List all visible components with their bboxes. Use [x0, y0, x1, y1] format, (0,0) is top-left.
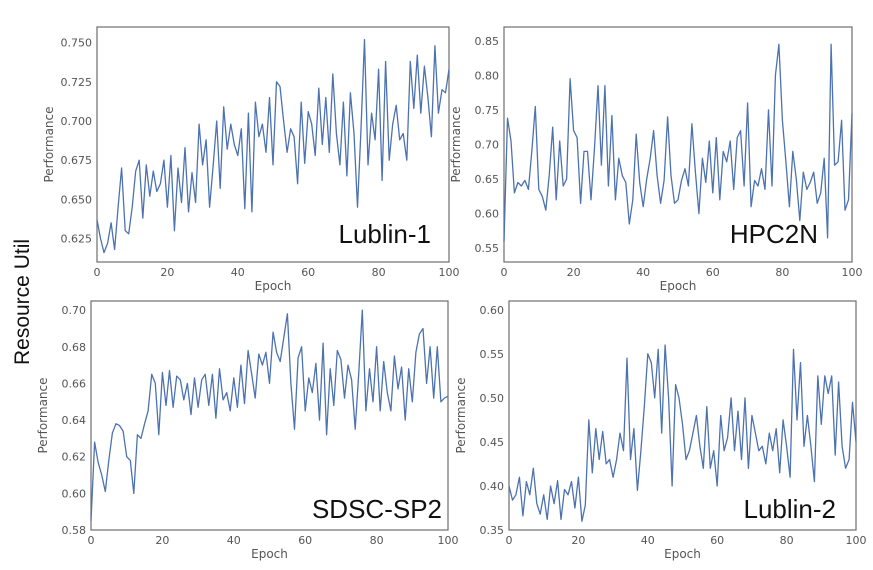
series-line [90, 309, 449, 521]
plot-frame [508, 300, 857, 531]
y-tick-label: 0.55 [475, 242, 500, 255]
series-line [96, 38, 450, 254]
x-tick-label: 20 [571, 534, 585, 547]
x-tick-label: 20 [155, 534, 169, 547]
x-tick-label: 100 [846, 534, 867, 547]
chart-panel: 0 20 40 60 80 100 0.35 0.40 0.45 0.50 0.55 0.60 Epoc… [454, 300, 867, 561]
y-axis-label: Performance [36, 377, 50, 453]
y-tick-label: 0.675 [61, 154, 93, 167]
x-tick-label: 60 [710, 534, 724, 547]
y-axis-label: Performance [42, 106, 56, 182]
x-tick-label: 40 [231, 266, 245, 279]
x-tick-label: 100 [439, 266, 460, 279]
x-tick-label: 40 [636, 266, 650, 279]
x-axis-label: Epoch [664, 547, 701, 561]
x-axis-label: Epoch [660, 279, 697, 293]
x-tick-label: 20 [567, 266, 581, 279]
x-tick-label: 0 [94, 266, 101, 279]
y-tick-label: 0.650 [61, 193, 93, 206]
x-tick-label: 0 [506, 534, 513, 547]
x-axis-label: Epoch [255, 279, 292, 293]
chart-panel: 0 20 40 60 80 100 0.625 0.650 0.675 0.700 0.725 0.7… [42, 26, 460, 293]
y-tick-label: 0.700 [61, 115, 93, 128]
y-tick-label: 0.68 [62, 341, 87, 354]
y-tick-label: 0.64 [62, 414, 87, 427]
y-tick-label: 0.66 [62, 377, 87, 390]
chart-panel: 0 20 40 60 80 100 0.58 0.60 0.62 0.64 0.66 0.68 0.70… [36, 300, 459, 561]
y-tick-label: 0.62 [62, 451, 87, 464]
y-tick-label: 0.750 [61, 37, 93, 50]
x-tick-label: 40 [641, 534, 655, 547]
y-axis-label: Performance [449, 106, 463, 182]
y-tick-label: 0.725 [61, 76, 93, 89]
x-tick-label: 0 [501, 266, 508, 279]
panel-label: Lublin-2 [743, 494, 836, 524]
x-tick-label: 80 [775, 266, 789, 279]
y-tick-label: 0.70 [62, 304, 87, 317]
series-line [508, 344, 857, 522]
x-tick-label: 0 [88, 534, 95, 547]
y-tick-label: 0.85 [475, 35, 500, 48]
y-tick-label: 0.65 [475, 173, 500, 186]
panel-label: HPC2N [730, 219, 818, 249]
y-tick-label: 0.55 [480, 348, 505, 361]
y-tick-label: 0.40 [480, 480, 505, 493]
x-tick-label: 40 [227, 534, 241, 547]
panel-label: Lublin-1 [338, 219, 431, 249]
x-tick-label: 100 [842, 266, 863, 279]
x-axis-label: Epoch [251, 547, 288, 561]
y-axis-label: Performance [454, 377, 468, 453]
y-tick-label: 0.60 [480, 304, 505, 317]
panel-label: SDSC-SP2 [312, 494, 442, 524]
y-tick-label: 0.75 [475, 104, 500, 117]
y-tick-label: 0.625 [61, 233, 93, 246]
y-tick-label: 0.80 [475, 69, 500, 82]
x-tick-label: 60 [298, 534, 312, 547]
y-tick-label: 0.58 [62, 524, 87, 537]
x-tick-label: 80 [372, 266, 386, 279]
panels-group: 0 20 40 60 80 1000.6250.6500.6750.7000.7250.7… [36, 26, 867, 561]
y-tick-label: 0.50 [480, 392, 505, 405]
plot-frame [90, 300, 449, 531]
y-tick-label: 0.60 [475, 208, 500, 221]
x-tick-label: 80 [370, 534, 384, 547]
series-line [503, 43, 853, 242]
plot-frame [503, 26, 853, 263]
x-tick-label: 60 [706, 266, 720, 279]
y-tick-label: 0.45 [480, 436, 505, 449]
x-tick-label: 20 [160, 266, 174, 279]
x-tick-label: 60 [301, 266, 315, 279]
y-tick-label: 0.35 [480, 524, 505, 537]
y-tick-label: 0.70 [475, 139, 500, 152]
page-ylabel: Resource Util [11, 239, 34, 365]
x-tick-label: 80 [780, 534, 794, 547]
x-tick-label: 100 [438, 534, 459, 547]
chart-panel: 0 20 40 60 80 100 0.55 0.60 0.65 0.70 0.75 0.80 0.85… [449, 26, 863, 293]
y-tick-label: 0.60 [62, 487, 87, 500]
